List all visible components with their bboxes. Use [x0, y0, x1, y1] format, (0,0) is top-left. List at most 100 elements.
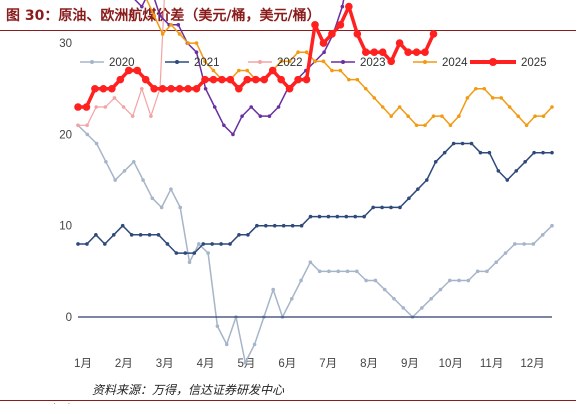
- point-2024: [380, 105, 385, 109]
- point-2024: [389, 114, 393, 118]
- point-2021: [76, 242, 80, 246]
- point-2023: [203, 86, 208, 91]
- x-tick-label: 7月: [319, 358, 337, 370]
- point-2023: [276, 105, 281, 109]
- y-tick-label: 30: [59, 38, 72, 50]
- point-2021: [433, 159, 438, 164]
- point-2025: [353, 30, 362, 38]
- point-2025: [328, 30, 336, 38]
- point-2023: [340, 4, 345, 9]
- point-2020: [224, 342, 229, 347]
- point-2021: [111, 233, 116, 237]
- point-2025: [387, 57, 395, 66]
- point-2022: [94, 105, 99, 109]
- legend-label-2020: 2020: [109, 57, 135, 69]
- x-tick-label: 10月: [439, 358, 463, 370]
- point-2020: [271, 287, 275, 292]
- point-2023: [258, 114, 263, 118]
- bottom-rule: [0, 400, 576, 401]
- point-2024: [237, 68, 241, 73]
- point-2025: [150, 84, 158, 93]
- point-2025: [277, 75, 285, 84]
- point-2024: [507, 105, 512, 109]
- point-2021: [335, 214, 340, 219]
- point-2021: [281, 223, 286, 228]
- legend-marker-2025: [489, 58, 497, 66]
- point-2024: [363, 86, 368, 91]
- point-2023: [231, 132, 235, 137]
- legend-label-2024: 2024: [442, 57, 468, 69]
- point-2021: [362, 214, 366, 219]
- point-2021: [138, 233, 143, 237]
- point-2021: [407, 196, 411, 201]
- series-2021: [76, 141, 554, 255]
- point-2025: [361, 48, 370, 57]
- point-2020: [169, 187, 173, 191]
- point-2020: [355, 269, 359, 274]
- point-2024: [169, 23, 173, 27]
- point-2024: [338, 68, 343, 73]
- y-tick-label: 0: [66, 312, 72, 324]
- point-2022: [76, 123, 80, 128]
- point-2024: [347, 77, 351, 82]
- point-2020: [401, 306, 406, 310]
- point-2021: [496, 169, 501, 173]
- point-2024: [160, 32, 165, 36]
- series-2024: [146, 0, 554, 128]
- point-2020: [113, 178, 117, 182]
- point-2025: [99, 84, 108, 93]
- point-2021: [505, 178, 510, 182]
- point-2024: [186, 41, 190, 45]
- point-2025: [260, 75, 269, 84]
- point-2025: [421, 48, 429, 57]
- point-2020: [141, 178, 145, 182]
- series-2025: [74, 2, 438, 111]
- point-2024: [482, 86, 487, 91]
- point-2024: [397, 105, 402, 109]
- x-tick-label: 11月: [480, 358, 503, 370]
- legend-label-2023: 2023: [360, 57, 386, 69]
- source-note: 资料来源：万得，信达证券研发中心: [92, 383, 285, 397]
- point-2022: [140, 86, 144, 91]
- legend-label-2025: 2025: [521, 57, 547, 69]
- point-2025: [175, 84, 184, 93]
- point-2021: [317, 214, 322, 219]
- point-2024: [474, 86, 478, 91]
- point-2022: [149, 114, 153, 118]
- point-2020: [494, 260, 499, 265]
- point-2025: [336, 21, 345, 29]
- point-2021: [308, 214, 313, 219]
- series-line-2023: [134, 0, 345, 136]
- point-2024: [211, 68, 216, 73]
- point-2024: [313, 59, 317, 64]
- point-2025: [404, 48, 412, 57]
- point-2024: [406, 114, 410, 118]
- point-2020: [215, 324, 220, 328]
- point-2020: [447, 278, 452, 283]
- point-2021: [326, 214, 331, 219]
- point-2020: [392, 296, 396, 301]
- point-2020: [94, 141, 99, 146]
- point-2024: [177, 32, 182, 36]
- point-2021: [478, 150, 483, 155]
- point-2020: [438, 287, 443, 292]
- point-2020: [550, 223, 554, 228]
- point-2025: [167, 84, 175, 93]
- point-2020: [531, 242, 536, 246]
- point-2025: [116, 75, 125, 84]
- legend-marker-2024: [423, 60, 427, 64]
- series-line-2020: [77, 124, 553, 364]
- series-line-2021: [78, 142, 552, 254]
- y-tick-label: 20: [59, 129, 72, 141]
- point-2025: [268, 66, 277, 75]
- point-2025: [345, 2, 353, 11]
- point-2021: [156, 233, 161, 237]
- point-2020: [104, 159, 108, 164]
- point-2021: [120, 223, 125, 228]
- point-2021: [165, 242, 170, 246]
- x-tick-label: 4月: [197, 358, 215, 370]
- point-2025: [378, 48, 387, 57]
- point-2021: [514, 169, 519, 173]
- point-2024: [194, 41, 199, 45]
- point-2023: [140, 4, 144, 9]
